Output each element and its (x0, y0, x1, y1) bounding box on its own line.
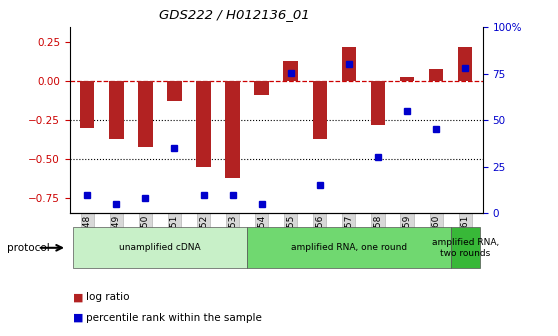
Text: amplified RNA,
two rounds: amplified RNA, two rounds (431, 238, 499, 257)
Text: ■: ■ (73, 312, 83, 323)
Bar (167, 81, 182, 101)
Bar (400, 77, 415, 81)
Bar (312, 81, 327, 139)
FancyBboxPatch shape (73, 227, 247, 268)
Text: percentile rank within the sample: percentile rank within the sample (86, 312, 262, 323)
Bar (429, 69, 444, 81)
Text: protocol: protocol (7, 243, 50, 253)
Bar (458, 47, 473, 81)
Text: ■: ■ (73, 292, 83, 302)
Text: unamplified cDNA: unamplified cDNA (119, 243, 201, 252)
Bar (341, 47, 356, 81)
Bar (138, 81, 153, 146)
Bar (371, 81, 385, 125)
Text: log ratio: log ratio (86, 292, 130, 302)
Bar (225, 81, 240, 178)
Bar (196, 81, 211, 167)
Bar (283, 61, 298, 81)
Bar (80, 81, 94, 128)
FancyBboxPatch shape (247, 227, 451, 268)
Text: GDS222 / H012136_01: GDS222 / H012136_01 (159, 8, 310, 22)
Text: amplified RNA, one round: amplified RNA, one round (291, 243, 407, 252)
Bar (109, 81, 123, 139)
FancyBboxPatch shape (451, 227, 480, 268)
Bar (254, 81, 269, 95)
